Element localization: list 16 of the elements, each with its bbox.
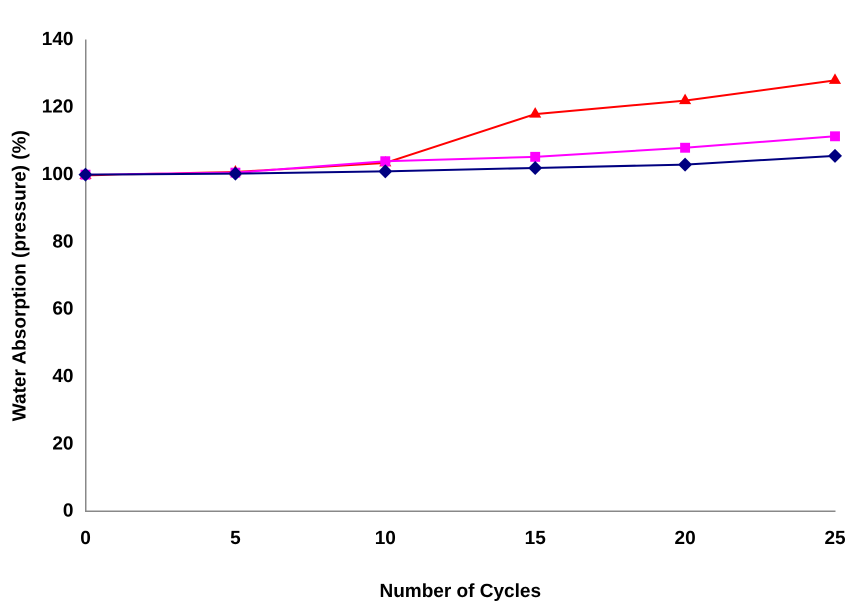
y-tick-label: 40 [52, 366, 74, 387]
y-tick-label: 60 [52, 298, 74, 320]
y-tick-label: 80 [52, 231, 74, 252]
y-tick-label: 20 [52, 433, 74, 454]
y-tick-label: 120 [42, 96, 74, 118]
x-axis-title: Number of Cycles [379, 580, 542, 602]
x-tick-label: 25 [824, 528, 846, 550]
y-tick-label: 0 [62, 500, 74, 522]
x-tick-label: 15 [524, 528, 546, 550]
x-tick-label: 0 [80, 528, 91, 550]
y-tick-label: 100 [42, 164, 74, 185]
x-tick-label: 20 [674, 528, 696, 550]
x-tick-label: 10 [374, 528, 396, 550]
y-axis-title: Water Absorption (pressure) (%) [10, 130, 31, 422]
x-tick-label: 5 [230, 528, 242, 550]
y-tick-label: 140 [42, 29, 74, 50]
